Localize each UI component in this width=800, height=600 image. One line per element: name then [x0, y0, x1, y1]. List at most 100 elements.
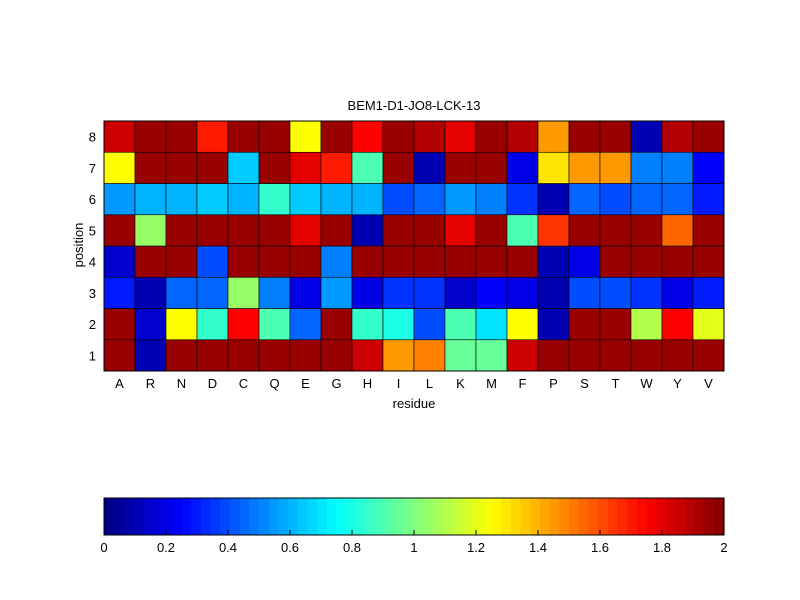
colorbar-segment [714, 498, 725, 535]
heatmap-cell [382, 214, 415, 247]
colorbar-segment [452, 498, 464, 535]
y-tick-label: 4 [89, 255, 96, 270]
heatmap-cell [382, 245, 415, 278]
colorbar-segment [414, 498, 425, 535]
x-tick-label: T [612, 376, 620, 391]
heatmap-cell [568, 308, 601, 341]
colorbar-segment [268, 498, 279, 535]
heatmap-cell [568, 183, 601, 216]
colorbar-segment [152, 498, 163, 535]
colorbar-segment [307, 498, 318, 535]
colorbar-segment [665, 498, 677, 535]
heatmap-cell [289, 339, 322, 372]
x-tick-label: W [640, 376, 653, 391]
y-tick-label: 5 [89, 223, 96, 238]
heatmap-cell [630, 183, 663, 216]
heatmap-cell [661, 308, 694, 341]
colorbar-segment [336, 498, 347, 535]
colorbar-segment [375, 498, 386, 535]
colorbar-segment [472, 498, 483, 535]
heatmap-cell [537, 339, 570, 372]
heatmap-cell [227, 183, 260, 216]
colorbar-tick-label: 2 [720, 540, 727, 555]
heatmap-cell [692, 151, 725, 184]
colorbar-segment [510, 498, 522, 535]
heatmap-cell [351, 245, 384, 278]
x-tick-label: Y [673, 376, 682, 391]
colorbar-segment [181, 498, 192, 535]
heatmap-cell [351, 183, 384, 216]
heatmap-cell [320, 339, 353, 372]
heatmap-cell [692, 308, 725, 341]
heatmap-cell [661, 276, 694, 309]
heatmap-cell [382, 339, 415, 372]
colorbar-segment [229, 498, 241, 535]
colorbar-segment [171, 498, 183, 535]
heatmap-cell [258, 214, 291, 247]
colorbar [103, 497, 725, 536]
colorbar-segment [520, 498, 531, 535]
heatmap-cell [196, 276, 229, 309]
heatmap-cell [382, 151, 415, 184]
heatmap-cell [320, 120, 353, 153]
colorbar-segment [220, 498, 231, 535]
x-tick-label: F [519, 376, 527, 391]
heatmap-cell [537, 214, 570, 247]
heatmap-cell [506, 308, 539, 341]
heatmap-cell [599, 339, 632, 372]
colorbar-segment [384, 498, 396, 535]
colorbar-segment [104, 498, 115, 535]
colorbar-segment [559, 498, 570, 535]
heatmap-cell [475, 339, 508, 372]
x-tick-label: D [208, 376, 217, 391]
heatmap-cell [599, 276, 632, 309]
y-tick-labels: 1 2 3 4 5 6 7 8 [89, 130, 96, 364]
heatmap-cell [196, 308, 229, 341]
y-tick-label: 1 [89, 348, 96, 363]
heatmap-cell [382, 308, 415, 341]
colorbar-segment [278, 498, 289, 535]
heatmap-cell [258, 276, 291, 309]
heatmap-cell [196, 151, 229, 184]
colorbar-segment [443, 498, 454, 535]
heatmap-cell [134, 151, 167, 184]
heatmap-cell [289, 183, 322, 216]
colorbar-segment [675, 498, 686, 535]
heatmap-cell [258, 339, 291, 372]
heatmap-cell [413, 308, 446, 341]
colorbar-segment [607, 498, 619, 535]
heatmap-cell [568, 151, 601, 184]
y-axis-label: position [71, 223, 86, 268]
heatmap-cell [413, 151, 446, 184]
heatmap-cell [227, 214, 260, 247]
colorbar-tick-label: 0 [100, 540, 107, 555]
colorbar-segment [288, 498, 299, 535]
colorbar-segment [210, 498, 221, 535]
colorbar-tick-label: 0.4 [219, 540, 237, 555]
heatmap-cell [599, 183, 632, 216]
colorbar-segment [123, 498, 134, 535]
heatmap-cell [444, 151, 477, 184]
x-tick-label: H [363, 376, 372, 391]
colorbar-tick-label: 1.4 [529, 540, 547, 555]
heatmap-cell [475, 308, 508, 341]
heatmap-cell [444, 120, 477, 153]
heatmap-cell [134, 276, 167, 309]
colorbar-tick-label: 0.2 [157, 540, 175, 555]
heatmap-cell [227, 245, 260, 278]
colorbar-tick-label: 1.2 [467, 540, 485, 555]
heatmap-cell [103, 120, 136, 153]
heatmap-cell [103, 308, 136, 341]
colorbar-segment [259, 498, 270, 535]
heatmap-cell [692, 339, 725, 372]
heatmap-cell [165, 214, 198, 247]
heatmap-cell [227, 276, 260, 309]
heatmap-cell [196, 214, 229, 247]
heatmap-cell [165, 276, 198, 309]
heatmap-cell [165, 245, 198, 278]
heatmap-cell [134, 308, 167, 341]
heatmap-cell [165, 339, 198, 372]
x-tick-label: E [301, 376, 310, 391]
heatmap-cell [444, 245, 477, 278]
